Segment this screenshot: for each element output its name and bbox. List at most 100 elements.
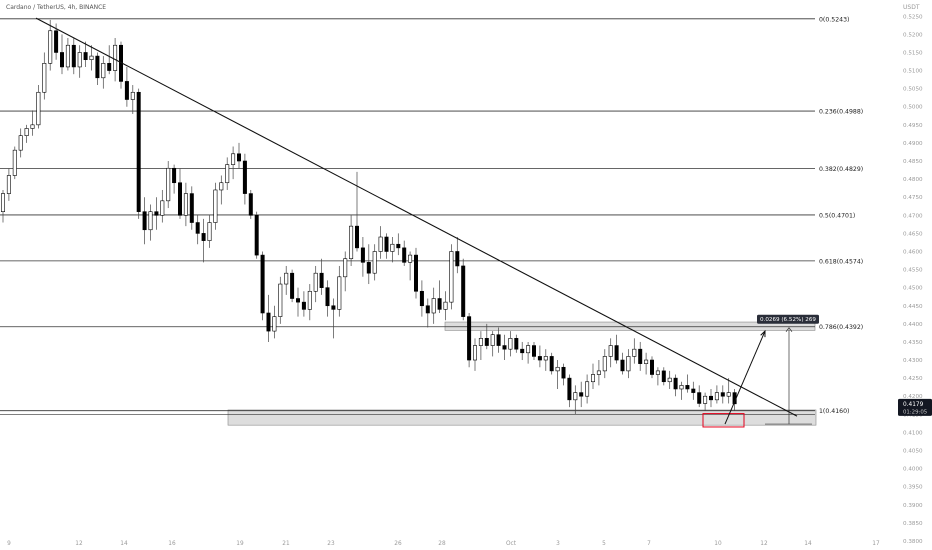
candle-body <box>455 251 460 267</box>
axis-layer: 0.5250 0.5200 0.5150 0.5100 0.5050 0.5000 0.49… <box>7 14 932 547</box>
candle-body <box>449 251 454 303</box>
candle-body <box>207 222 212 241</box>
candle-body <box>307 290 312 310</box>
candle-body <box>378 236 383 252</box>
candle-body <box>537 356 542 361</box>
candle-body <box>225 164 230 184</box>
time-tick-label: 10 <box>714 541 722 547</box>
candle-body <box>366 262 371 274</box>
candle-body <box>508 338 513 350</box>
price-tick-label: 0.4350 <box>903 340 923 346</box>
candle-body <box>502 345 507 350</box>
candle-body <box>614 345 619 361</box>
price-tick-label: 0.3900 <box>903 503 923 509</box>
time-tick-label: 23 <box>327 541 335 547</box>
candle-body <box>83 52 88 61</box>
measure-label: 0.0269 (6.52%) 269 <box>760 317 816 323</box>
candle-body <box>425 305 430 314</box>
candle-body <box>331 305 336 310</box>
price-tick-label: 0.3950 <box>903 485 923 491</box>
candle-body <box>573 392 578 401</box>
candle-body <box>154 211 159 216</box>
candle-body <box>6 175 11 194</box>
measure-label-bg <box>757 314 819 324</box>
candle-body <box>254 214 259 256</box>
fib-level-label: 0.786(0.4392) <box>819 324 863 331</box>
time-tick-label: 17 <box>872 541 880 547</box>
candle-body <box>295 298 300 303</box>
currency-label: USDT <box>903 4 920 11</box>
candle-body <box>585 381 590 397</box>
candle-body <box>148 211 153 231</box>
time-tick-label: 14 <box>120 541 128 547</box>
candle-body <box>343 258 348 278</box>
candle-body <box>579 392 584 397</box>
candle-body <box>301 301 306 310</box>
candle-body <box>42 63 47 93</box>
time-tick-label: 28 <box>438 541 446 547</box>
candle-body <box>160 200 165 216</box>
candle-body <box>649 359 654 375</box>
price-tick-label: 0.4650 <box>903 231 923 237</box>
price-tick-label: 0.5050 <box>903 87 923 93</box>
candle-body <box>697 392 702 404</box>
price-tick-label: 0.3850 <box>903 521 923 527</box>
fib-level-label: 0.382(0.4829) <box>819 166 863 173</box>
price-tick-label: 0.4250 <box>903 376 923 382</box>
candle-body <box>590 374 595 383</box>
candle-body <box>89 55 94 61</box>
candle-body <box>189 193 194 223</box>
candle-body <box>608 345 613 357</box>
candle-body <box>413 254 418 292</box>
candle-body <box>284 272 289 285</box>
candle-body <box>384 236 389 252</box>
price-tick-label: 0.4450 <box>903 304 923 310</box>
price-tick-label: 0.4800 <box>903 177 923 183</box>
candle-body <box>679 385 684 390</box>
time-tick-label: 9 <box>7 541 11 547</box>
candle-body <box>514 338 519 350</box>
candle-body <box>349 225 354 260</box>
projection-arrow <box>724 330 766 425</box>
candle-body <box>626 356 631 372</box>
price-tick-label: 0.4700 <box>903 213 923 219</box>
candle-body <box>219 182 224 191</box>
candle-body <box>531 345 536 357</box>
candle-body <box>278 283 283 317</box>
candle-body <box>691 388 696 393</box>
candle-body <box>402 247 407 263</box>
time-tick-label: 16 <box>168 541 176 547</box>
candle-body <box>260 254 265 314</box>
candle-body <box>372 251 377 274</box>
candle-body <box>195 222 200 234</box>
candle-body <box>443 301 448 310</box>
candle-body <box>136 91 141 212</box>
price-tick-label: 0.4600 <box>903 249 923 255</box>
candle-body <box>543 356 548 361</box>
candle-body <box>290 272 295 299</box>
candle-body <box>242 160 247 194</box>
candle-body <box>596 370 601 375</box>
candle-body <box>71 44 76 68</box>
price-tick-label: 0.4000 <box>903 467 923 473</box>
time-tick-label: 5 <box>602 541 606 547</box>
candle-body <box>484 338 489 346</box>
candle-body <box>549 356 554 372</box>
price-tick-label: 0.4500 <box>903 286 923 292</box>
candle-body <box>708 395 713 401</box>
candle-body <box>201 233 206 241</box>
candle-body <box>272 316 277 332</box>
candle-body <box>644 359 649 364</box>
candle-body <box>172 167 177 184</box>
candle-body <box>213 189 218 223</box>
fib-level-layer: 0(0.5243) 0.236(0.4988) 0.382(0.4829) 0.5(0… <box>0 16 863 415</box>
projection-arrow-head <box>760 329 766 338</box>
candle-body <box>419 290 424 307</box>
price-tick-label: 0.4850 <box>903 159 923 165</box>
candle-body <box>461 265 466 317</box>
candle-body <box>107 63 112 71</box>
candle-body <box>325 287 330 307</box>
candle-body <box>354 225 359 249</box>
time-tick-label: 19 <box>236 541 244 547</box>
